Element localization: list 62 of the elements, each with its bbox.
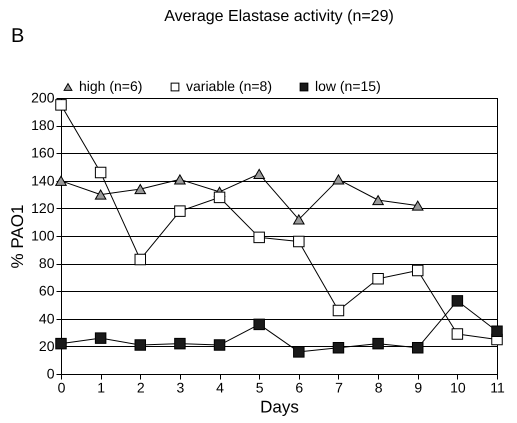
y-tick-label: 160 [31, 144, 55, 161]
point [412, 342, 424, 354]
point [412, 200, 424, 211]
point [94, 332, 106, 344]
x-tick-label: 5 [256, 380, 264, 396]
y-tick-label: 200 [31, 90, 55, 106]
point [174, 338, 186, 350]
x-tick-label: 4 [216, 380, 224, 396]
point [332, 342, 344, 354]
point [55, 99, 67, 111]
y-tick-label: 80 [38, 255, 55, 272]
x-tick-label: 0 [58, 380, 66, 396]
point [293, 214, 305, 224]
point [55, 176, 67, 186]
legend-label: low (n=15) [315, 78, 381, 94]
x-tick-label: 7 [335, 380, 344, 396]
point [293, 346, 305, 358]
x-tick-label: 9 [414, 380, 422, 396]
point [253, 318, 265, 330]
x-tick-label: 8 [374, 380, 383, 396]
point [372, 195, 384, 206]
x-tick-label: 3 [176, 380, 185, 396]
point [134, 184, 146, 194]
point [94, 166, 106, 178]
point [491, 325, 503, 337]
y-tick-label: 20 [38, 338, 55, 354]
point [253, 168, 265, 179]
point [214, 192, 226, 204]
chart-title: Average Elastase activity (n=29) [164, 8, 394, 25]
x-tick-label: 6 [295, 380, 304, 396]
y-tick-label: 0 [46, 366, 55, 382]
text: B [11, 25, 24, 47]
point [452, 295, 464, 307]
y-tick-label: 140 [31, 172, 55, 188]
y-tick-label: 100 [31, 228, 55, 244]
point [174, 205, 186, 217]
y-tick-label: 60 [38, 282, 55, 299]
point [293, 236, 305, 248]
y-tick-label: 120 [31, 200, 55, 216]
x-axis-title: Days [260, 398, 299, 416]
x-tick-label: 2 [136, 380, 145, 396]
y-tick-label: 40 [38, 310, 55, 326]
point [253, 232, 265, 244]
point [452, 328, 464, 340]
point [55, 338, 67, 350]
y-tick-label: 180 [31, 117, 55, 134]
point [412, 264, 424, 276]
x-tick-label: 1 [97, 380, 106, 396]
point [134, 339, 146, 351]
legend-label: variable (n=8) [186, 78, 272, 94]
point [372, 273, 384, 285]
point [372, 338, 384, 350]
x-tick-label: 10 [450, 380, 466, 396]
point [134, 254, 146, 266]
legend-label: high (n=6) [79, 78, 142, 94]
y-axis-title: % PAO1 [8, 204, 28, 268]
point [174, 174, 186, 184]
point [214, 339, 226, 351]
x-tick-label: 11 [490, 380, 505, 396]
point [94, 190, 106, 200]
point [332, 304, 344, 316]
point [332, 174, 344, 184]
